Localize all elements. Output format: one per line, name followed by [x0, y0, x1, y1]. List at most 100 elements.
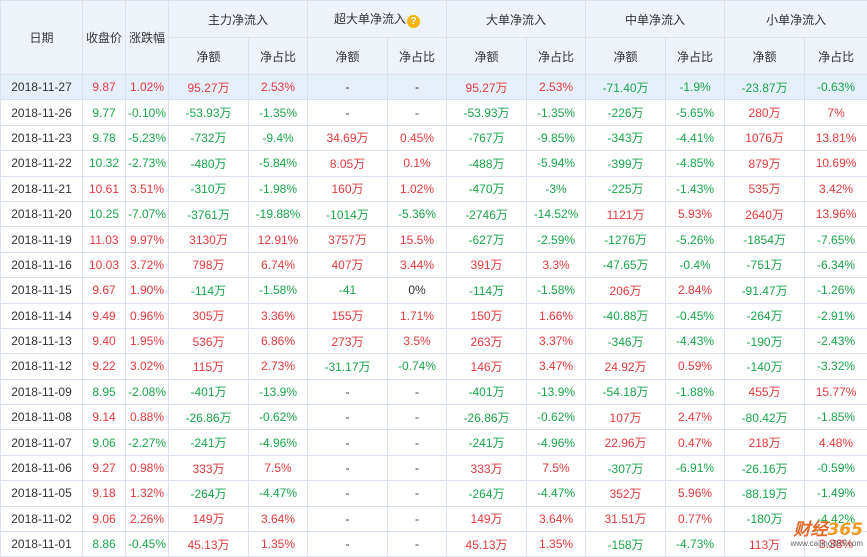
change-pct-cell: -7.07%	[126, 201, 169, 226]
net-ratio-cell: -6.91%	[666, 455, 725, 480]
net-ratio-cell: -0.74%	[388, 354, 447, 379]
header-group-large: 大单净流入	[447, 1, 586, 38]
net-amount-cell: 798万	[169, 252, 249, 277]
net-ratio-cell: 2.84%	[666, 278, 725, 303]
net-ratio-cell: -	[388, 379, 447, 404]
net-ratio-cell: 13.81%	[805, 125, 867, 150]
net-ratio-cell: -5.84%	[249, 151, 308, 176]
net-ratio-cell: 0%	[388, 278, 447, 303]
net-amount-cell: -	[308, 455, 388, 480]
header-net-amount[interactable]: 净额	[169, 38, 249, 75]
net-amount-cell: -346万	[586, 328, 666, 353]
close-price-cell: 10.03	[83, 252, 126, 277]
net-amount-cell: -307万	[586, 455, 666, 480]
net-ratio-cell: 3.44%	[388, 252, 447, 277]
net-ratio-cell: -2.43%	[805, 328, 867, 353]
header-change[interactable]: 涨跌幅	[126, 1, 169, 75]
date-cell: 2018-11-12	[1, 354, 83, 379]
net-amount-cell: -264万	[169, 481, 249, 506]
date-cell: 2018-11-26	[1, 100, 83, 125]
date-cell: 2018-11-20	[1, 201, 83, 226]
header-group-small: 小单净流入	[725, 1, 867, 38]
net-ratio-cell: -1.58%	[249, 278, 308, 303]
net-amount-cell: -470万	[447, 176, 527, 201]
net-ratio-cell: -4.47%	[249, 481, 308, 506]
header-net-amount[interactable]: 净额	[586, 38, 666, 75]
net-ratio-cell: 3.36%	[249, 303, 308, 328]
close-price-cell: 9.27	[83, 455, 126, 480]
net-ratio-cell: -1.35%	[249, 100, 308, 125]
net-amount-cell: -264万	[725, 303, 805, 328]
net-amount-cell: 95.27万	[447, 75, 527, 100]
net-amount-cell: -26.86万	[169, 405, 249, 430]
help-icon[interactable]: ?	[407, 15, 420, 28]
header-net-ratio[interactable]: 净占比	[388, 38, 447, 75]
date-cell: 2018-11-02	[1, 506, 83, 531]
net-amount-cell: 8.05万	[308, 151, 388, 176]
net-ratio-cell: -1.43%	[666, 176, 725, 201]
net-ratio-cell: -4.47%	[527, 481, 586, 506]
net-amount-cell: 352万	[586, 481, 666, 506]
net-amount-cell: -	[308, 481, 388, 506]
net-ratio-cell: -5.94%	[527, 151, 586, 176]
header-net-amount[interactable]: 净额	[308, 38, 388, 75]
net-ratio-cell: 3.64%	[527, 506, 586, 531]
net-amount-cell: -767万	[447, 125, 527, 150]
header-net-amount[interactable]: 净额	[725, 38, 805, 75]
header-net-ratio[interactable]: 净占比	[805, 38, 867, 75]
net-amount-cell: 2640万	[725, 201, 805, 226]
header-net-ratio[interactable]: 净占比	[527, 38, 586, 75]
net-ratio-cell: -0.63%	[805, 75, 867, 100]
close-price-cell: 9.18	[83, 481, 126, 506]
header-date[interactable]: 日期	[1, 1, 83, 75]
header-net-amount[interactable]: 净额	[447, 38, 527, 75]
net-amount-cell: 95.27万	[169, 75, 249, 100]
net-ratio-cell: 13.96%	[805, 201, 867, 226]
net-ratio-cell: 2.53%	[249, 75, 308, 100]
header-group-super-large: 超大单净流入?	[308, 1, 447, 38]
net-ratio-cell: 3.5%	[388, 328, 447, 353]
net-ratio-cell: -0.62%	[527, 405, 586, 430]
net-ratio-cell: -4.96%	[249, 430, 308, 455]
net-amount-cell: 113万	[725, 532, 805, 557]
net-amount-cell: 206万	[586, 278, 666, 303]
header-net-ratio[interactable]: 净占比	[249, 38, 308, 75]
change-pct-cell: 2.26%	[126, 506, 169, 531]
net-amount-cell: -	[308, 506, 388, 531]
net-amount-cell: 149万	[447, 506, 527, 531]
close-price-cell: 9.49	[83, 303, 126, 328]
net-ratio-cell: -9.4%	[249, 125, 308, 150]
net-ratio-cell: -14.52%	[527, 201, 586, 226]
net-ratio-cell: -1.26%	[805, 278, 867, 303]
net-ratio-cell: -6.34%	[805, 252, 867, 277]
close-price-cell: 9.22	[83, 354, 126, 379]
header-close[interactable]: 收盘价	[83, 1, 126, 75]
close-price-cell: 10.25	[83, 201, 126, 226]
date-cell: 2018-11-16	[1, 252, 83, 277]
close-price-cell: 10.32	[83, 151, 126, 176]
change-pct-cell: -5.23%	[126, 125, 169, 150]
header-net-ratio[interactable]: 净占比	[666, 38, 725, 75]
net-ratio-cell: 4.48%	[805, 430, 867, 455]
net-ratio-cell: 10.69%	[805, 151, 867, 176]
net-ratio-cell: 12.91%	[249, 227, 308, 252]
net-ratio-cell: 0.47%	[666, 430, 725, 455]
net-amount-cell: -241万	[447, 430, 527, 455]
net-ratio-cell: -19.88%	[249, 201, 308, 226]
net-amount-cell: -480万	[169, 151, 249, 176]
date-cell: 2018-11-27	[1, 75, 83, 100]
net-amount-cell: -1854万	[725, 227, 805, 252]
change-pct-cell: -2.73%	[126, 151, 169, 176]
date-cell: 2018-11-05	[1, 481, 83, 506]
net-ratio-cell: 0.77%	[666, 506, 725, 531]
net-ratio-cell: 1.35%	[249, 532, 308, 557]
net-ratio-cell: -	[388, 100, 447, 125]
